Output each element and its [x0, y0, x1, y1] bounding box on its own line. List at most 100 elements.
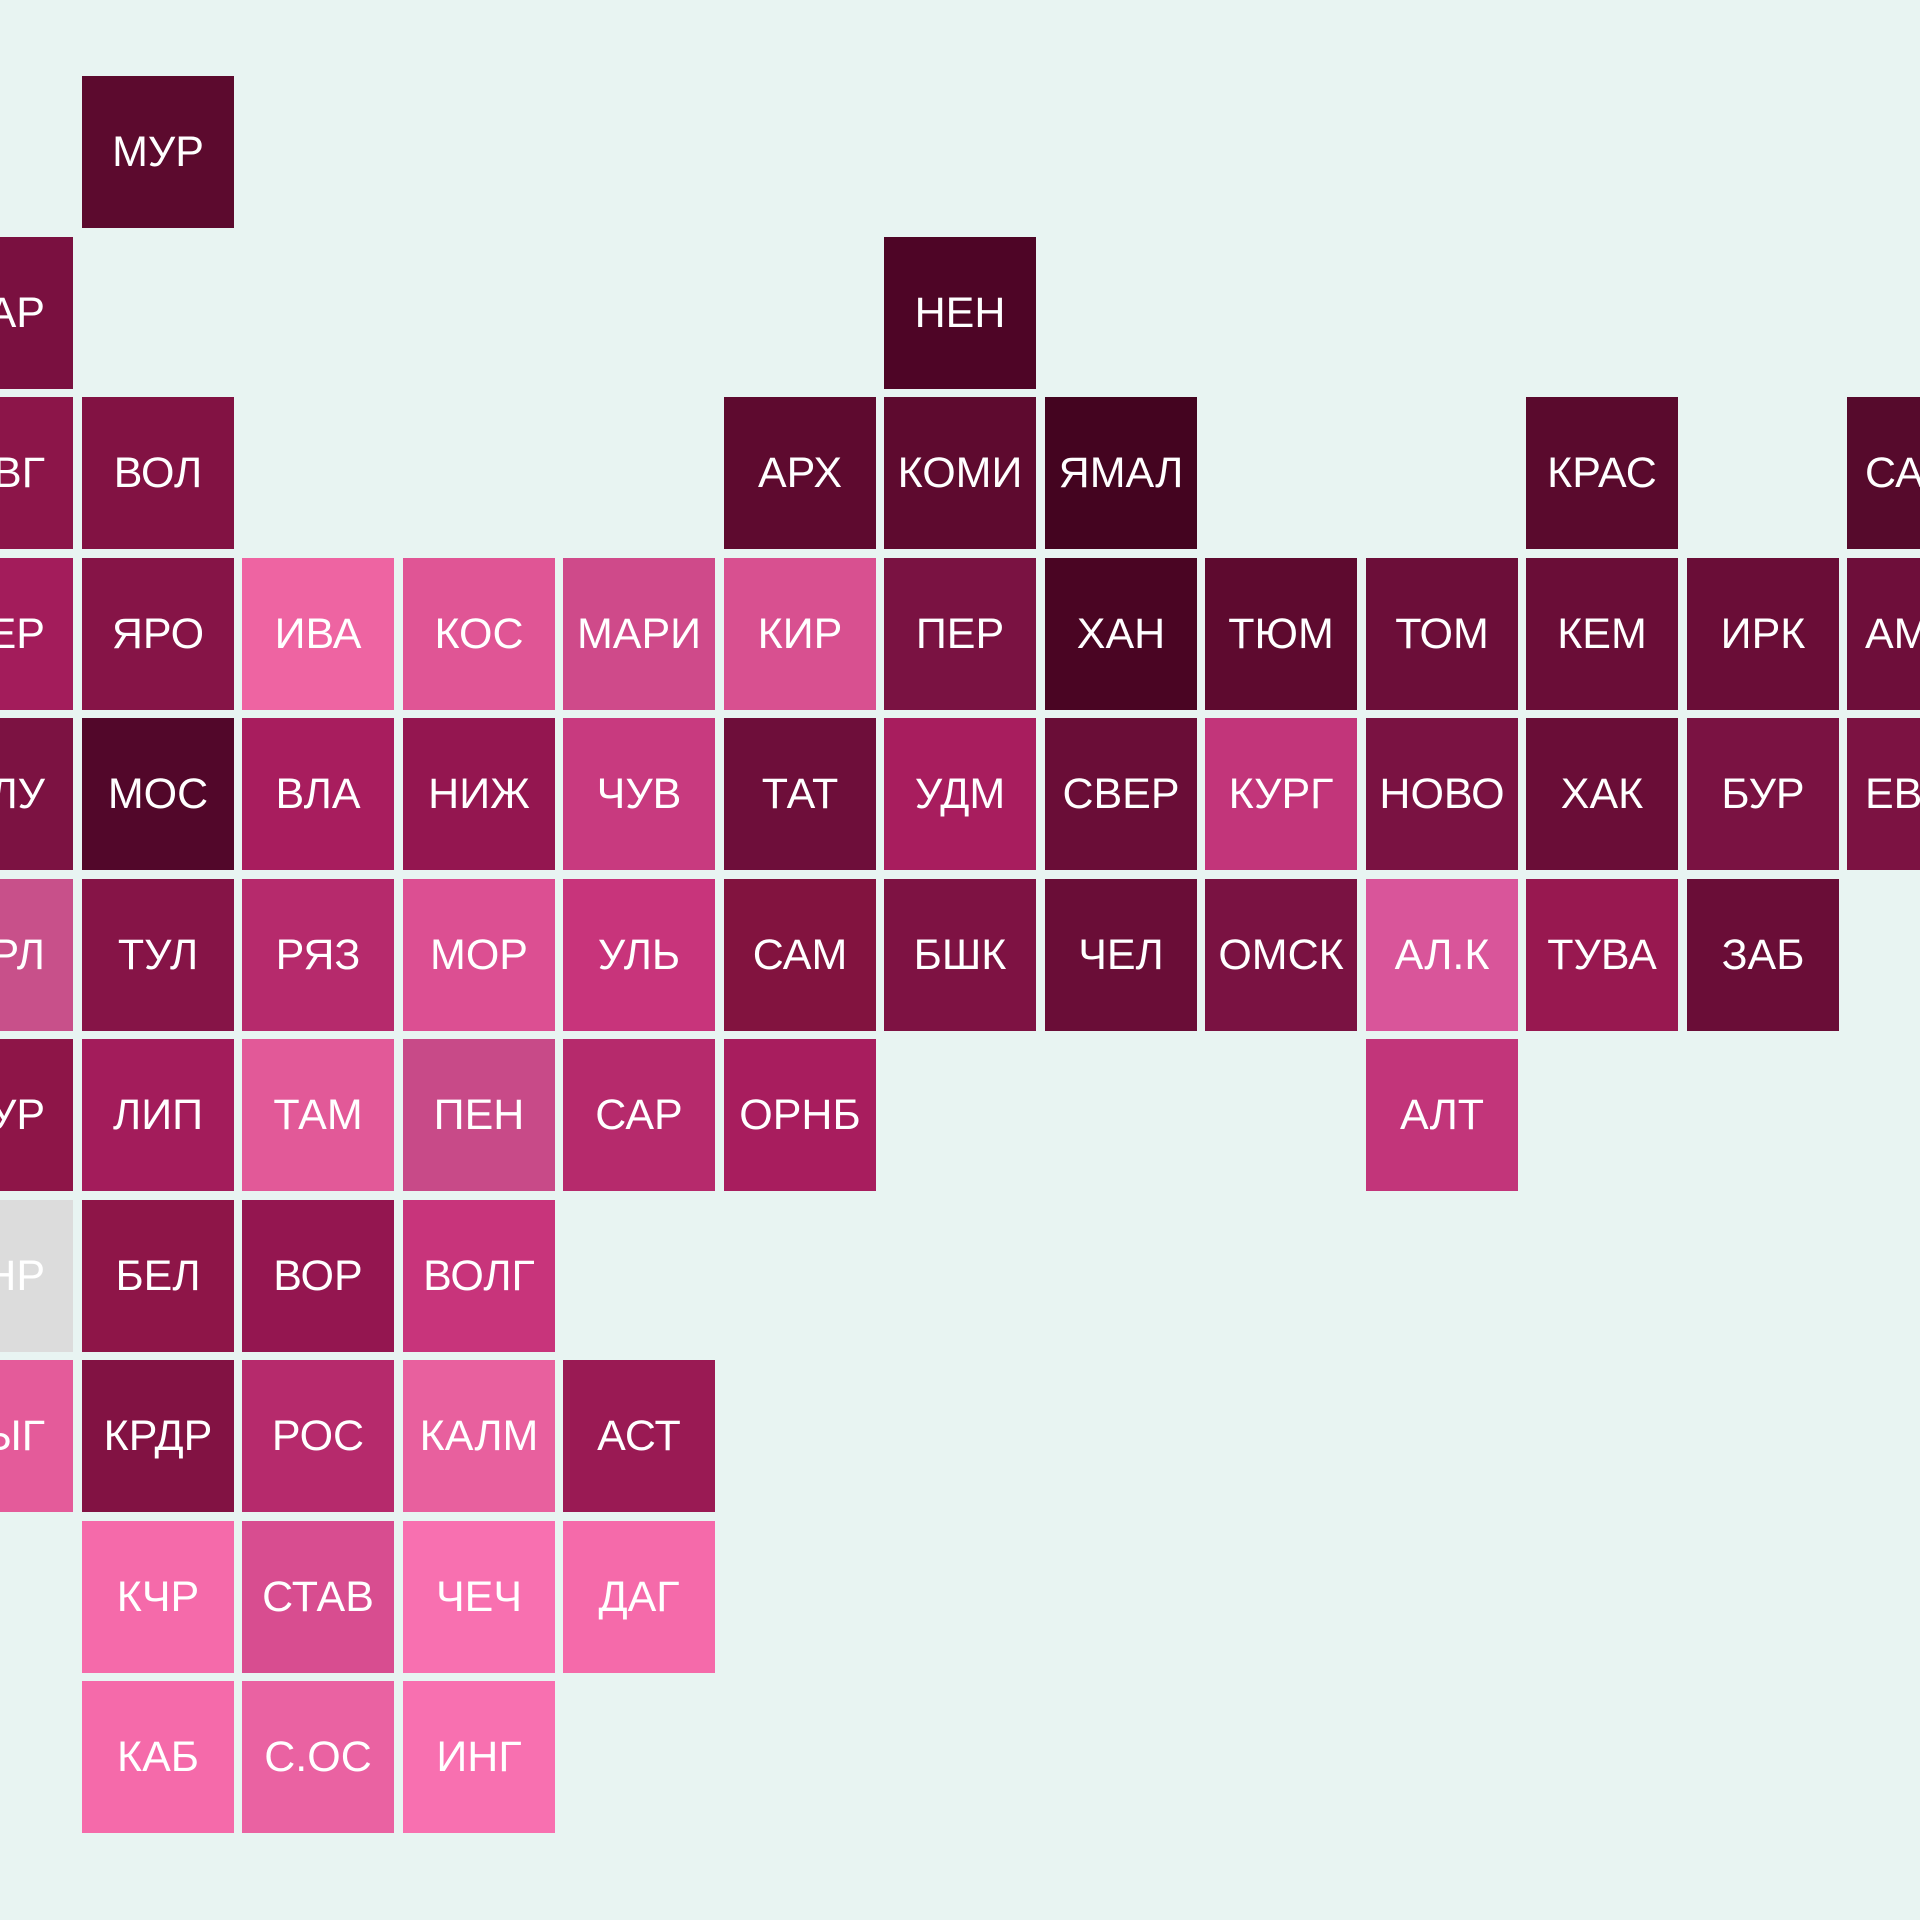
region-tile[interactable]: ЕР — [0, 558, 73, 710]
region-tile[interactable]: СА — [1847, 397, 1920, 549]
region-tile[interactable]: КЕМ — [1526, 558, 1678, 710]
region-tile[interactable]: ТЮМ — [1205, 558, 1357, 710]
region-tile[interactable]: АМ — [1847, 558, 1920, 710]
region-label: КОМИ — [897, 448, 1023, 497]
region-tile[interactable]: ПЕР — [884, 558, 1036, 710]
region-label: НР — [0, 1251, 45, 1300]
region-tile[interactable]: ЫГ — [0, 1360, 73, 1512]
region-tile[interactable]: РЛ — [0, 879, 73, 1031]
region-tile[interactable]: УР — [0, 1039, 73, 1191]
region-tile[interactable]: АЛТ — [1366, 1039, 1518, 1191]
region-label: АЛТ — [1399, 1090, 1485, 1139]
region-tile[interactable]: ПЕН — [403, 1039, 555, 1191]
region-tile[interactable]: УЛЬ — [563, 879, 715, 1031]
region-tile[interactable]: НР — [0, 1200, 73, 1352]
region-tile[interactable]: МАРИ — [563, 558, 715, 710]
region-tile[interactable]: КАБ — [82, 1681, 234, 1833]
region-tile[interactable]: ВОЛ — [82, 397, 234, 549]
region-tile[interactable]: МОС — [82, 718, 234, 870]
region-label: ЧЕЛ — [1078, 930, 1164, 979]
region-label: УДМ — [914, 769, 1006, 818]
region-tile[interactable]: КРДР — [82, 1360, 234, 1512]
region-tile[interactable]: КИР — [724, 558, 876, 710]
region-tile[interactable]: ОМСК — [1205, 879, 1357, 1031]
region-label: БУР — [1721, 769, 1805, 818]
region-tile[interactable]: ТОМ — [1366, 558, 1518, 710]
region-tile[interactable]: ЕВ — [1847, 718, 1920, 870]
region-tile[interactable]: БУР — [1687, 718, 1839, 870]
region-tile[interactable]: НИЖ — [403, 718, 555, 870]
region-tile[interactable]: ЛУ — [0, 718, 73, 870]
region-tile[interactable]: ИНГ — [403, 1681, 555, 1833]
region-tile[interactable]: ИВА — [242, 558, 394, 710]
region-label: КИР — [757, 609, 843, 658]
region-tile[interactable]: С.ОС — [242, 1681, 394, 1833]
region-tile[interactable]: МУР — [82, 76, 234, 228]
region-tile[interactable]: ВОЛГ — [403, 1200, 555, 1352]
region-tile[interactable]: ЧЕЧ — [403, 1521, 555, 1673]
region-tile[interactable]: ЧЕЛ — [1045, 879, 1197, 1031]
region-tile[interactable]: КАЛМ — [403, 1360, 555, 1512]
region-tile[interactable]: ТАМ — [242, 1039, 394, 1191]
region-tile[interactable]: УДМ — [884, 718, 1036, 870]
region-tile[interactable]: САР — [563, 1039, 715, 1191]
region-tile[interactable]: ЛИП — [82, 1039, 234, 1191]
region-tile[interactable]: ТАТ — [724, 718, 876, 870]
region-tile[interactable]: ВГ — [0, 397, 73, 549]
region-label: ЛИП — [112, 1090, 204, 1139]
region-label: УЛЬ — [597, 930, 681, 979]
region-tile[interactable]: СТАВ — [242, 1521, 394, 1673]
region-tile[interactable]: АСТ — [563, 1360, 715, 1512]
region-tile[interactable]: ЯРО — [82, 558, 234, 710]
region-label: ЕВ — [1865, 769, 1920, 818]
region-tile[interactable]: ДАГ — [563, 1521, 715, 1673]
region-label: НОВО — [1379, 769, 1505, 818]
region-label: ЗАБ — [1721, 930, 1805, 979]
region-label: АСТ — [597, 1411, 681, 1460]
region-tile[interactable]: ТУВА — [1526, 879, 1678, 1031]
region-label: ЧУВ — [596, 769, 682, 818]
region-label: АМ — [1865, 609, 1920, 658]
region-tile[interactable]: АРХ — [724, 397, 876, 549]
region-tile[interactable]: КОС — [403, 558, 555, 710]
region-tile[interactable]: КЧР — [82, 1521, 234, 1673]
region-tile[interactable]: НЕН — [884, 237, 1036, 389]
region-tile[interactable]: БЕЛ — [82, 1200, 234, 1352]
region-label: ВЛА — [275, 769, 361, 818]
region-tile[interactable]: ХАН — [1045, 558, 1197, 710]
region-label: АР — [0, 288, 45, 337]
region-tile[interactable]: ВОР — [242, 1200, 394, 1352]
region-tile[interactable]: КУРГ — [1205, 718, 1357, 870]
region-label: ДАГ — [598, 1572, 680, 1621]
region-tile[interactable]: НОВО — [1366, 718, 1518, 870]
region-tile[interactable]: КРАС — [1526, 397, 1678, 549]
region-label: ТУВА — [1547, 930, 1657, 979]
region-tile[interactable]: ЯМАЛ — [1045, 397, 1197, 549]
region-tile[interactable]: ИРК — [1687, 558, 1839, 710]
region-label: ТУЛ — [117, 930, 199, 979]
region-tile[interactable]: ЗАБ — [1687, 879, 1839, 1031]
region-tile[interactable]: ОРНБ — [724, 1039, 876, 1191]
region-tile[interactable]: АР — [0, 237, 73, 389]
region-label: МАРИ — [576, 609, 702, 658]
region-tile[interactable]: САМ — [724, 879, 876, 1031]
region-label: КУРГ — [1228, 769, 1334, 818]
region-tile[interactable]: ЧУВ — [563, 718, 715, 870]
region-tile[interactable]: РЯЗ — [242, 879, 394, 1031]
region-tile[interactable]: ВЛА — [242, 718, 394, 870]
region-label: РЯЗ — [275, 930, 361, 979]
region-tile[interactable]: ХАК — [1526, 718, 1678, 870]
region-tile[interactable]: АЛ.К — [1366, 879, 1518, 1031]
region-tile[interactable]: СВЕР — [1045, 718, 1197, 870]
region-tile[interactable]: КОМИ — [884, 397, 1036, 549]
region-tile[interactable]: ТУЛ — [82, 879, 234, 1031]
region-label: ОМСК — [1218, 930, 1344, 979]
region-label: НЕН — [914, 288, 1006, 337]
region-label: ВОЛГ — [423, 1251, 535, 1300]
region-tile[interactable]: МОР — [403, 879, 555, 1031]
region-tile[interactable]: РОС — [242, 1360, 394, 1512]
region-label: ИНГ — [436, 1732, 522, 1781]
region-label: ПЕН — [433, 1090, 525, 1139]
region-tile[interactable]: БШК — [884, 879, 1036, 1031]
region-label: РЛ — [0, 930, 45, 979]
